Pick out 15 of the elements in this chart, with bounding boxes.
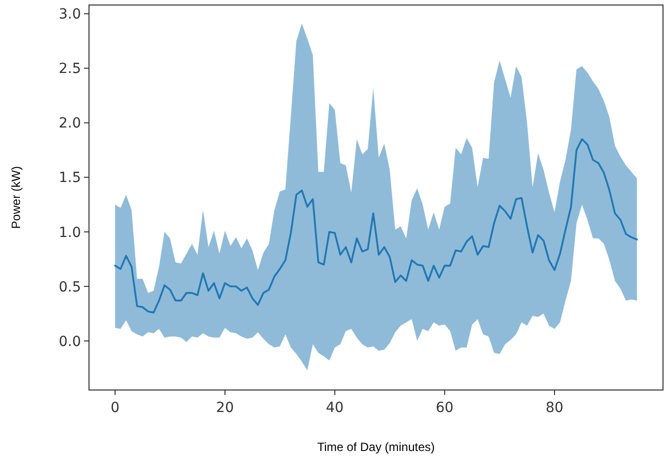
x-tick-label: 20 [216, 400, 234, 416]
y-tick-label: 1.0 [58, 224, 81, 241]
x-axis-title: Time of Day (minutes) [317, 440, 435, 454]
y-tick-label: 2.5 [58, 61, 81, 78]
y-tick-label: 3.0 [58, 6, 81, 23]
y-tick-label: 0.0 [58, 334, 81, 350]
x-tick-label: 80 [546, 400, 564, 416]
y-axis-title: Power (kW) [9, 166, 23, 229]
x-tick-label: 40 [326, 400, 344, 416]
x-tick-label: 60 [436, 400, 454, 416]
x-tick-label: 0 [110, 400, 120, 416]
line-series [114, 138, 638, 314]
y-tick-label: 1.5 [58, 170, 81, 186]
y-tick-label: 2.0 [58, 116, 81, 132]
y-tick-label: 0.5 [58, 279, 81, 296]
